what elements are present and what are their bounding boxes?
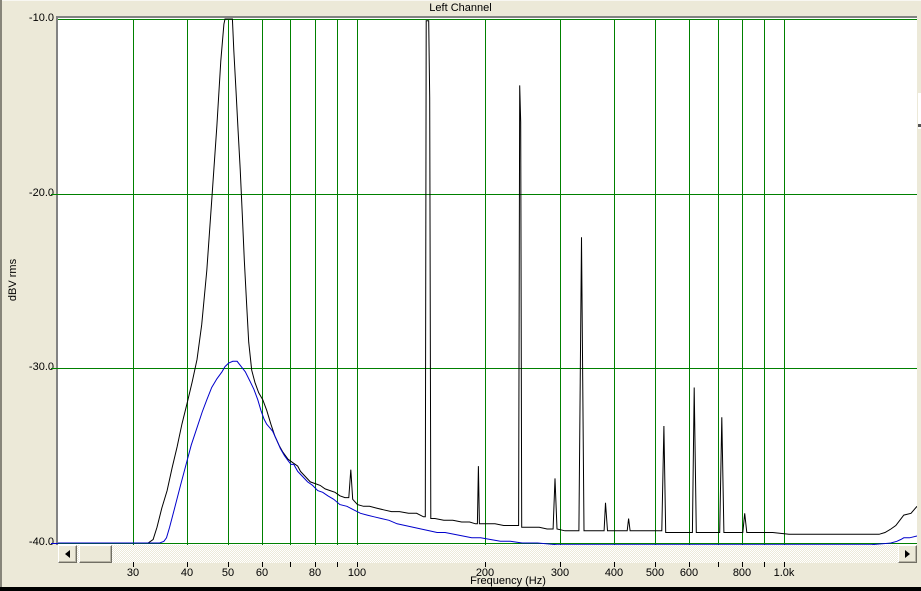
x-tick-mark [655, 562, 656, 567]
x-tick-label: 40 [180, 567, 194, 579]
scrollbar-thumb[interactable] [79, 545, 112, 563]
x-axis-title: Frequency (Hz) [470, 575, 546, 587]
x-tick-label: 400 [604, 567, 624, 579]
horizontal-scrollbar-track[interactable] [58, 545, 917, 563]
x-tick-mark [614, 562, 615, 567]
y-tick-label: -10.0 [28, 12, 54, 24]
x-tick-label: 50 [221, 567, 235, 579]
plot-area [56, 16, 917, 545]
scroll-right-button[interactable] [898, 545, 917, 563]
y-side-tick [51, 368, 58, 369]
x-tick-mark [742, 562, 743, 567]
x-tick-mark [228, 562, 229, 567]
x-tick-label: 30 [126, 567, 140, 579]
x-tick-label: 80 [308, 567, 322, 579]
plot-canvas [58, 18, 917, 545]
y-tick-label: -20.0 [28, 186, 54, 199]
chart-title: Left Channel [429, 2, 492, 14]
x-tick-label: 60 [255, 567, 269, 579]
x-tick-mark [560, 562, 561, 567]
x-tick-mark [262, 562, 263, 567]
averaged-spectrum-blue-trace [58, 360, 917, 545]
window-left-edge [0, 0, 2, 591]
x-tick-mark [315, 562, 316, 567]
window-top-edge [0, 0, 921, 1]
window-edge-artifact-mark [918, 124, 921, 127]
y-side-tick [51, 194, 58, 195]
scroll-left-button[interactable] [58, 545, 77, 563]
y-axis-title: dBV rms [7, 258, 19, 302]
x-tick-mark [764, 562, 765, 567]
x-tick-mark [357, 562, 358, 567]
instant-spectrum-black-trace [58, 18, 917, 544]
x-tick-mark [784, 562, 785, 567]
x-tick-mark [290, 562, 291, 567]
x-tick-label: 300 [550, 567, 570, 579]
x-tick-mark [133, 562, 134, 567]
x-tick-label: 600 [679, 567, 699, 579]
x-tick-label: 500 [645, 567, 665, 579]
bottom-window-border [0, 587, 921, 591]
x-tick-mark [689, 562, 690, 567]
x-tick-mark [718, 562, 719, 567]
y-side-tick [51, 543, 58, 544]
x-tick-mark [337, 562, 338, 567]
window-edge-artifact [918, 93, 921, 129]
scroll-right-icon [905, 550, 910, 558]
x-tick-label: 800 [732, 567, 752, 579]
x-tick-mark [485, 562, 486, 567]
y-tick-label: -40.0 [28, 536, 54, 548]
x-tick-label: 100 [347, 567, 367, 579]
x-tick-label: 200 [475, 567, 495, 579]
x-tick-mark [187, 562, 188, 567]
scroll-left-icon [65, 550, 70, 558]
y-tick-label: -30.0 [28, 361, 54, 374]
x-tick-label: 1.0k [773, 567, 795, 579]
